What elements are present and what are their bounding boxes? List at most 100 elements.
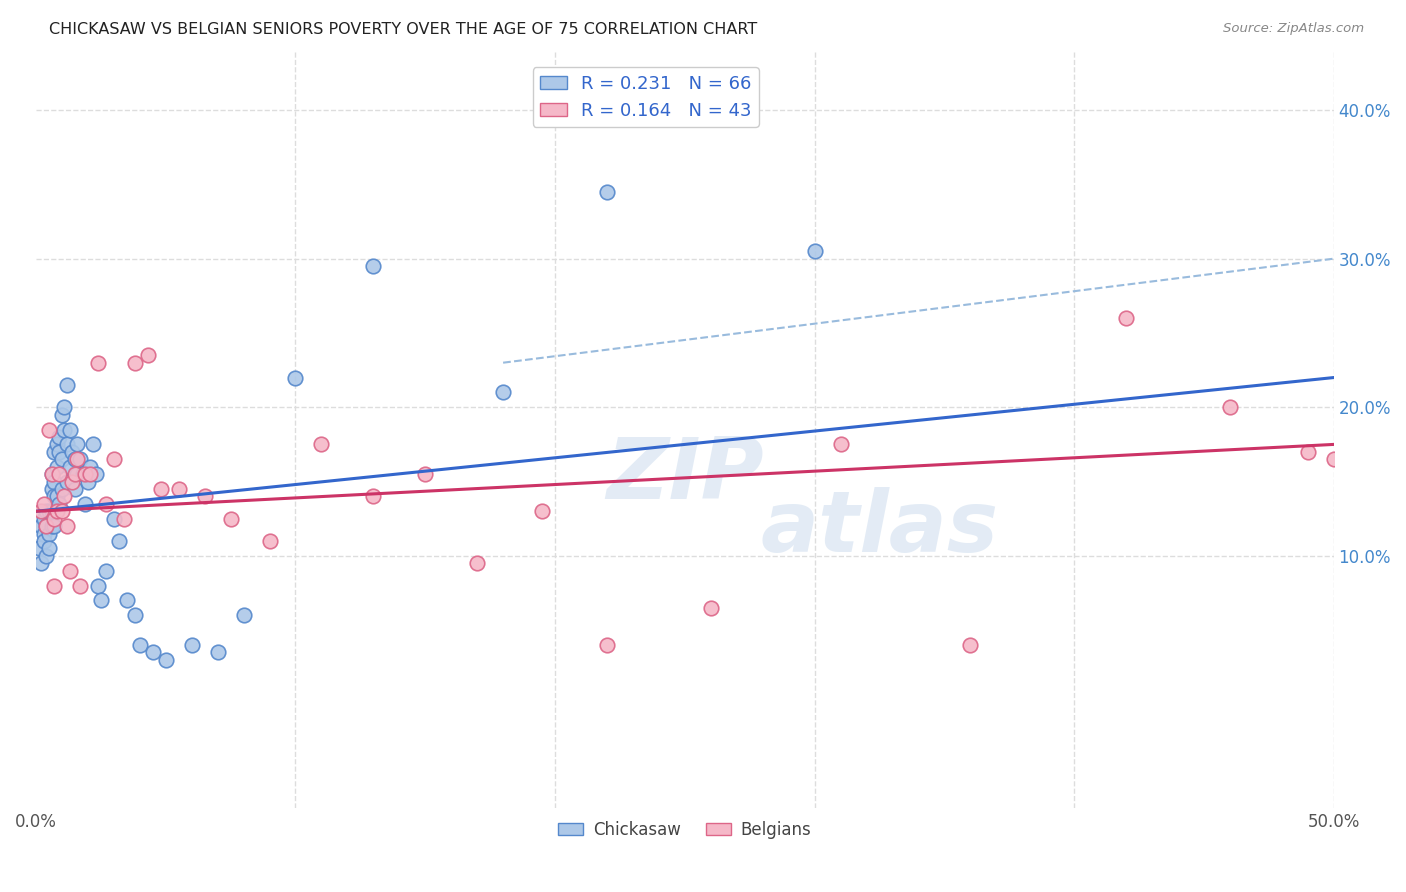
- Point: [38, 526, 60, 541]
- Point: [311, 437, 333, 451]
- Point: [1219, 401, 1241, 415]
- Point: [69, 452, 91, 467]
- Point: [60, 445, 83, 459]
- Point: [35, 504, 58, 518]
- Point: [30, 504, 52, 518]
- Point: [53, 423, 76, 437]
- Point: [1115, 311, 1137, 326]
- Point: [1296, 445, 1319, 459]
- Point: [94, 564, 117, 578]
- Point: [51, 504, 73, 518]
- Point: [79, 459, 101, 474]
- Point: [45, 437, 67, 451]
- Point: [35, 549, 58, 563]
- Point: [56, 437, 79, 451]
- Point: [108, 533, 131, 548]
- Point: [207, 645, 229, 659]
- Point: [66, 437, 89, 451]
- Point: [1323, 452, 1346, 467]
- Point: [42, 578, 65, 592]
- Point: [84, 467, 107, 482]
- Point: [87, 578, 110, 592]
- Point: [42, 512, 65, 526]
- Point: [124, 608, 146, 623]
- Point: [167, 482, 190, 496]
- Legend: Chickasaw, Belgians: Chickasaw, Belgians: [551, 814, 818, 846]
- Point: [42, 475, 65, 489]
- Point: [259, 533, 281, 548]
- Point: [51, 408, 73, 422]
- Point: [103, 452, 125, 467]
- Point: [63, 482, 86, 496]
- Point: [41, 504, 63, 518]
- Point: [38, 541, 60, 556]
- Point: [700, 600, 723, 615]
- Point: [596, 638, 619, 652]
- Point: [363, 490, 385, 504]
- Point: [45, 459, 67, 474]
- Point: [30, 519, 52, 533]
- Point: [53, 401, 76, 415]
- Point: [136, 348, 159, 362]
- Point: [60, 475, 83, 489]
- Point: [63, 467, 86, 482]
- Text: CHICKASAW VS BELGIAN SENIORS POVERTY OVER THE AGE OF 75 CORRELATION CHART: CHICKASAW VS BELGIAN SENIORS POVERTY OVE…: [49, 22, 758, 37]
- Point: [155, 653, 177, 667]
- Point: [66, 452, 89, 467]
- Point: [103, 512, 125, 526]
- Point: [32, 512, 55, 526]
- Point: [45, 490, 67, 504]
- Point: [79, 467, 101, 482]
- Point: [42, 445, 65, 459]
- Point: [35, 519, 58, 533]
- Point: [69, 578, 91, 592]
- Point: [32, 497, 55, 511]
- Text: ZIP: ZIP: [606, 434, 763, 516]
- Point: [53, 490, 76, 504]
- Point: [63, 452, 86, 467]
- Point: [59, 459, 82, 474]
- Point: [45, 504, 67, 518]
- Point: [75, 467, 97, 482]
- Point: [41, 467, 63, 482]
- Text: Source: ZipAtlas.com: Source: ZipAtlas.com: [1223, 22, 1364, 36]
- Point: [115, 593, 138, 607]
- Point: [42, 519, 65, 533]
- Point: [90, 593, 112, 607]
- Point: [48, 445, 70, 459]
- Point: [803, 244, 825, 259]
- Point: [59, 564, 82, 578]
- Point: [531, 504, 554, 518]
- Point: [41, 482, 63, 496]
- Point: [42, 490, 65, 504]
- Point: [48, 430, 70, 444]
- Point: [142, 645, 165, 659]
- Point: [149, 482, 172, 496]
- Point: [27, 541, 49, 556]
- Point: [75, 497, 97, 511]
- Point: [112, 512, 135, 526]
- Point: [59, 423, 82, 437]
- Point: [51, 482, 73, 496]
- Point: [413, 467, 436, 482]
- Point: [363, 259, 385, 273]
- Point: [76, 475, 98, 489]
- Point: [38, 504, 60, 518]
- Point: [82, 437, 104, 451]
- Point: [87, 356, 110, 370]
- Point: [51, 452, 73, 467]
- Point: [32, 533, 55, 548]
- Point: [56, 475, 79, 489]
- Point: [124, 356, 146, 370]
- Point: [35, 519, 58, 533]
- Point: [66, 467, 89, 482]
- Text: atlas: atlas: [761, 486, 998, 570]
- Point: [284, 370, 307, 384]
- Point: [959, 638, 981, 652]
- Point: [56, 378, 79, 392]
- Point: [48, 497, 70, 511]
- Point: [38, 423, 60, 437]
- Point: [180, 638, 202, 652]
- Point: [30, 556, 52, 570]
- Point: [41, 467, 63, 482]
